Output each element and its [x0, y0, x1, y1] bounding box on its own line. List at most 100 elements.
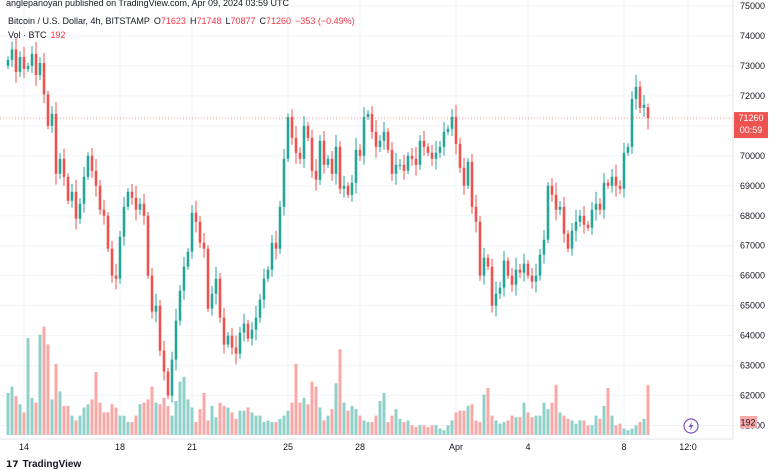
- candle-body: [274, 242, 278, 249]
- candle-body: [358, 149, 362, 156]
- volume-bar: [634, 425, 638, 435]
- volume-bar: [34, 402, 38, 435]
- volume-bar: [282, 415, 286, 435]
- candle-body: [614, 176, 618, 186]
- volume-bar: [418, 425, 422, 435]
- volume-bar: [594, 415, 598, 435]
- candle-body: [226, 335, 230, 345]
- candle-body: [318, 140, 322, 180]
- candle: [422, 130, 426, 156]
- candle: [30, 46, 34, 73]
- candle: [566, 230, 570, 252]
- volume-bar: [438, 428, 442, 435]
- legend-low-value: 70877: [230, 16, 256, 26]
- candle-body: [602, 182, 606, 210]
- time-tick-label: 12:0: [679, 442, 697, 452]
- price-tick-label: 70000: [740, 151, 765, 161]
- candle-body: [98, 185, 102, 210]
- candle: [634, 74, 638, 110]
- volume-bar: [198, 409, 202, 435]
- price-axis[interactable]: 7500074000730007200071000700006900068000…: [740, 1, 765, 431]
- candle-countdown: 00:59: [740, 125, 763, 135]
- candle-body: [38, 62, 42, 75]
- volume-bar: [214, 417, 218, 435]
- candle-body: [342, 185, 346, 189]
- candle: [214, 266, 218, 305]
- volume-bar: [230, 412, 234, 435]
- candle: [138, 198, 142, 215]
- candle: [26, 62, 30, 73]
- candle: [346, 182, 350, 199]
- volume-bar: [358, 415, 362, 435]
- time-axis[interactable]: 14 18 21 25 28 Apr 4 8 12:0: [19, 442, 697, 452]
- candle: [426, 143, 430, 157]
- volume-bar: [6, 392, 10, 435]
- candle-body: [198, 221, 202, 243]
- candle: [70, 183, 74, 208]
- candle-body: [222, 317, 226, 345]
- candle-body: [442, 131, 446, 147]
- candle-body: [530, 275, 534, 282]
- candle-body: [422, 140, 426, 147]
- candle: [474, 194, 478, 233]
- candle-body: [406, 155, 410, 171]
- candle-body: [114, 275, 118, 279]
- time-tick-label: 21: [187, 442, 197, 452]
- candle: [222, 307, 226, 354]
- candle-body: [178, 290, 182, 321]
- legend-volume-label[interactable]: Vol · BTC: [8, 30, 47, 40]
- legend-symbol[interactable]: Bitcoin / U.S. Dollar, 4h, BITSTAMP: [8, 16, 150, 26]
- volume-bar: [522, 402, 526, 435]
- volume-bar: [534, 415, 538, 435]
- candle: [326, 155, 330, 169]
- candle: [82, 166, 86, 213]
- lightning-icon[interactable]: [683, 418, 699, 434]
- candle: [290, 109, 294, 145]
- candle-body: [550, 185, 554, 195]
- candle-body: [578, 215, 582, 222]
- candle-body: [334, 146, 338, 174]
- volume-bar: [498, 423, 502, 435]
- candle: [574, 209, 578, 242]
- candle: [242, 313, 246, 342]
- volume-bar: [590, 425, 594, 435]
- candle: [590, 201, 594, 235]
- volume-bar: [338, 349, 342, 435]
- candle: [86, 152, 90, 181]
- candle-body: [470, 161, 474, 207]
- candle-body: [34, 53, 38, 75]
- price-tick-label: 69000: [740, 181, 765, 191]
- candle: [106, 212, 110, 252]
- candle: [438, 141, 442, 158]
- volume-bar: [398, 418, 402, 435]
- candle: [150, 267, 154, 319]
- candle: [534, 263, 538, 293]
- volume-bar: [370, 422, 374, 435]
- volume-bar: [470, 404, 474, 435]
- candles: [6, 37, 650, 403]
- volume-bar: [646, 384, 650, 435]
- candle: [558, 201, 562, 215]
- volume-bar: [206, 420, 210, 435]
- candle: [570, 222, 574, 256]
- candle: [470, 154, 474, 214]
- volume-bar: [158, 404, 162, 435]
- candle-body: [82, 176, 86, 204]
- candle: [498, 281, 502, 299]
- candle: [102, 199, 106, 225]
- candle: [454, 104, 458, 155]
- volume-bar: [258, 415, 262, 435]
- volume-bar: [54, 363, 58, 435]
- tradingview-brand[interactable]: 17 TradingView: [6, 459, 81, 470]
- candle: [494, 281, 498, 317]
- volume-bar: [38, 334, 42, 435]
- candle: [546, 182, 550, 243]
- candle: [250, 321, 254, 346]
- candle-body: [478, 221, 482, 276]
- candle: [630, 91, 634, 154]
- candle-body: [598, 203, 602, 210]
- candle-body: [574, 221, 578, 231]
- volume-bar: [314, 386, 318, 435]
- candle-body: [54, 113, 58, 174]
